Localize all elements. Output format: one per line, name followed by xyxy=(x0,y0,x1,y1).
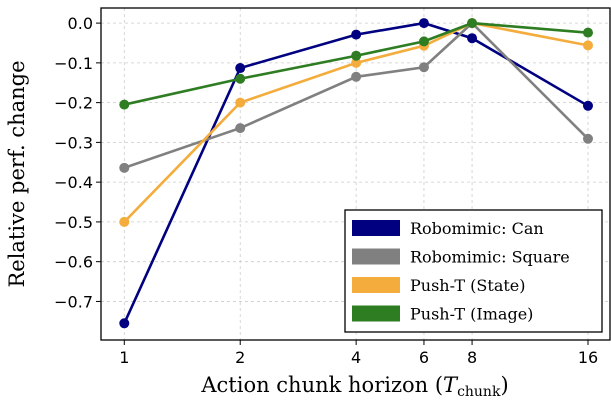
y-tick-label: −0.2 xyxy=(54,94,93,113)
y-axis-label: Relative perf. change xyxy=(5,60,29,287)
legend-label: Push-T (Image) xyxy=(410,305,533,324)
x-tick-label: 2 xyxy=(235,348,245,367)
data-point xyxy=(119,162,130,173)
data-point xyxy=(582,133,593,144)
series-line xyxy=(123,21,589,170)
x-tick-label: 16 xyxy=(578,348,598,367)
legend-swatch xyxy=(352,220,400,236)
series-1 xyxy=(119,18,593,173)
data-point xyxy=(582,27,593,38)
data-point xyxy=(351,71,362,82)
legend: Robomimic: Can Robomimic: Square Push-T (S… xyxy=(344,209,603,333)
y-tick-label: −0.1 xyxy=(54,54,93,73)
data-point xyxy=(119,99,130,110)
y-tick-label: −0.3 xyxy=(54,133,93,152)
series-line xyxy=(123,21,589,324)
data-point xyxy=(119,318,130,329)
data-point xyxy=(235,73,246,84)
series-layer xyxy=(119,18,593,329)
legend-label: Robomimic: Can xyxy=(410,219,544,238)
legend-swatch xyxy=(352,248,400,265)
y-tick-label: −0.6 xyxy=(54,253,93,272)
data-point xyxy=(467,33,478,44)
x-tick-label: 4 xyxy=(351,348,361,367)
data-point xyxy=(351,50,362,61)
series-line xyxy=(124,21,589,106)
data-point xyxy=(235,97,246,108)
x-tick-label: 6 xyxy=(419,348,429,367)
x-tick-label: 1 xyxy=(119,348,129,367)
series-line xyxy=(123,21,589,223)
data-point xyxy=(351,57,362,68)
y-tick-label: −0.7 xyxy=(54,292,93,311)
series-3 xyxy=(119,18,593,110)
x-tick-label: 8 xyxy=(467,348,477,367)
data-point xyxy=(119,216,130,227)
data-point xyxy=(235,63,246,74)
y-axis: 0.0 −0.1 −0.2 −0.3 −0.4 −0.5 −0.6 −0.7 xyxy=(54,14,101,311)
data-point xyxy=(418,62,429,73)
data-point xyxy=(467,18,478,29)
plot-frame xyxy=(100,7,611,341)
data-point xyxy=(582,100,593,111)
data-point xyxy=(582,40,593,51)
x-axis-label: Action chunk horizon (Tchunk) xyxy=(200,373,508,400)
data-point xyxy=(418,18,429,29)
data-point xyxy=(418,36,429,47)
y-tick-label: −0.5 xyxy=(54,213,93,232)
legend-label: Push-T (State) xyxy=(410,276,526,295)
y-tick-label: 0.0 xyxy=(68,14,93,33)
x-axis: 1 2 4 6 8 16 xyxy=(119,340,598,367)
legend-swatch xyxy=(352,305,400,322)
data-point xyxy=(235,123,246,134)
series-0 xyxy=(119,18,593,329)
y-tick-label: −0.4 xyxy=(54,173,93,192)
data-point xyxy=(351,29,362,40)
legend-label: Robomimic: Square xyxy=(410,248,570,267)
legend-swatch xyxy=(352,277,400,293)
